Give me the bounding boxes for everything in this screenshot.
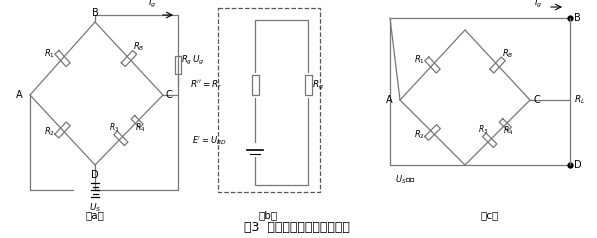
Text: $R_4$: $R_4$	[135, 122, 146, 134]
Text: $R''=R_r$: $R''=R_r$	[190, 79, 223, 91]
Text: A: A	[386, 95, 393, 105]
Text: $R_2$: $R_2$	[45, 126, 56, 139]
Text: $U_S$短路: $U_S$短路	[395, 174, 416, 187]
Text: $R_L$: $R_L$	[574, 94, 586, 106]
Text: $U_S$: $U_S$	[89, 202, 101, 214]
Text: $R_B$: $R_B$	[133, 40, 144, 53]
Text: B: B	[91, 8, 99, 18]
Text: $R_2$: $R_2$	[414, 129, 426, 141]
Text: C: C	[166, 90, 173, 100]
Text: $R_4$: $R_4$	[503, 125, 513, 137]
Text: B: B	[574, 13, 581, 23]
Text: D: D	[91, 170, 99, 180]
Text: $R_3$: $R_3$	[109, 121, 119, 134]
Text: $E'=U_{BD}$: $E'=U_{BD}$	[192, 134, 227, 147]
Text: （a）: （a）	[85, 210, 104, 220]
Text: $R_g$: $R_g$	[181, 54, 192, 67]
Text: $R_1$: $R_1$	[45, 48, 56, 60]
Text: （c）: （c）	[481, 210, 499, 220]
Text: （b）: （b）	[259, 210, 278, 220]
Text: $I_g$: $I_g$	[147, 0, 156, 10]
Text: $R_1$: $R_1$	[414, 54, 426, 66]
Text: D: D	[574, 160, 581, 170]
Text: C: C	[533, 95, 540, 105]
Text: $R_g$: $R_g$	[312, 79, 324, 92]
Text: 图3  非平衡电桥功率输出电路: 图3 非平衡电桥功率输出电路	[244, 221, 350, 234]
Text: $R_3$: $R_3$	[478, 123, 488, 136]
Text: $I_g$: $I_g$	[534, 0, 542, 10]
Text: A: A	[16, 90, 23, 100]
Text: $U_g$: $U_g$	[192, 54, 204, 67]
Text: $R_B$: $R_B$	[501, 47, 513, 60]
